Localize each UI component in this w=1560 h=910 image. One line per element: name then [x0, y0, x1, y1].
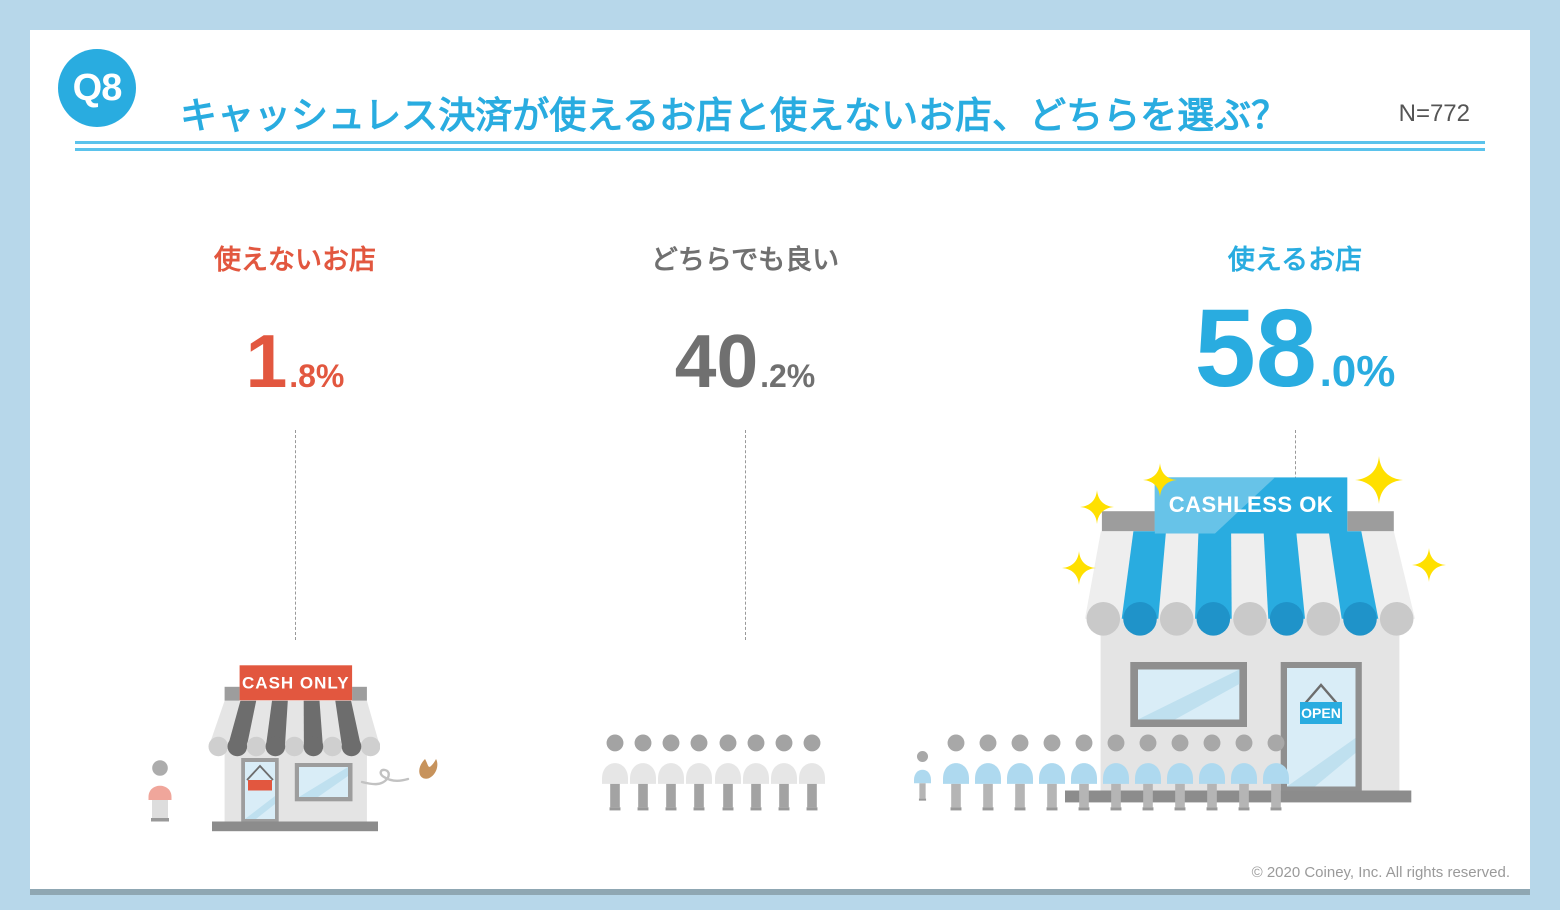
svg-text:CASHLESS OK: CASHLESS OK [1169, 492, 1333, 517]
svg-text:OPEN: OPEN [1301, 705, 1341, 721]
svg-text:CASH ONLY: CASH ONLY [242, 674, 350, 693]
